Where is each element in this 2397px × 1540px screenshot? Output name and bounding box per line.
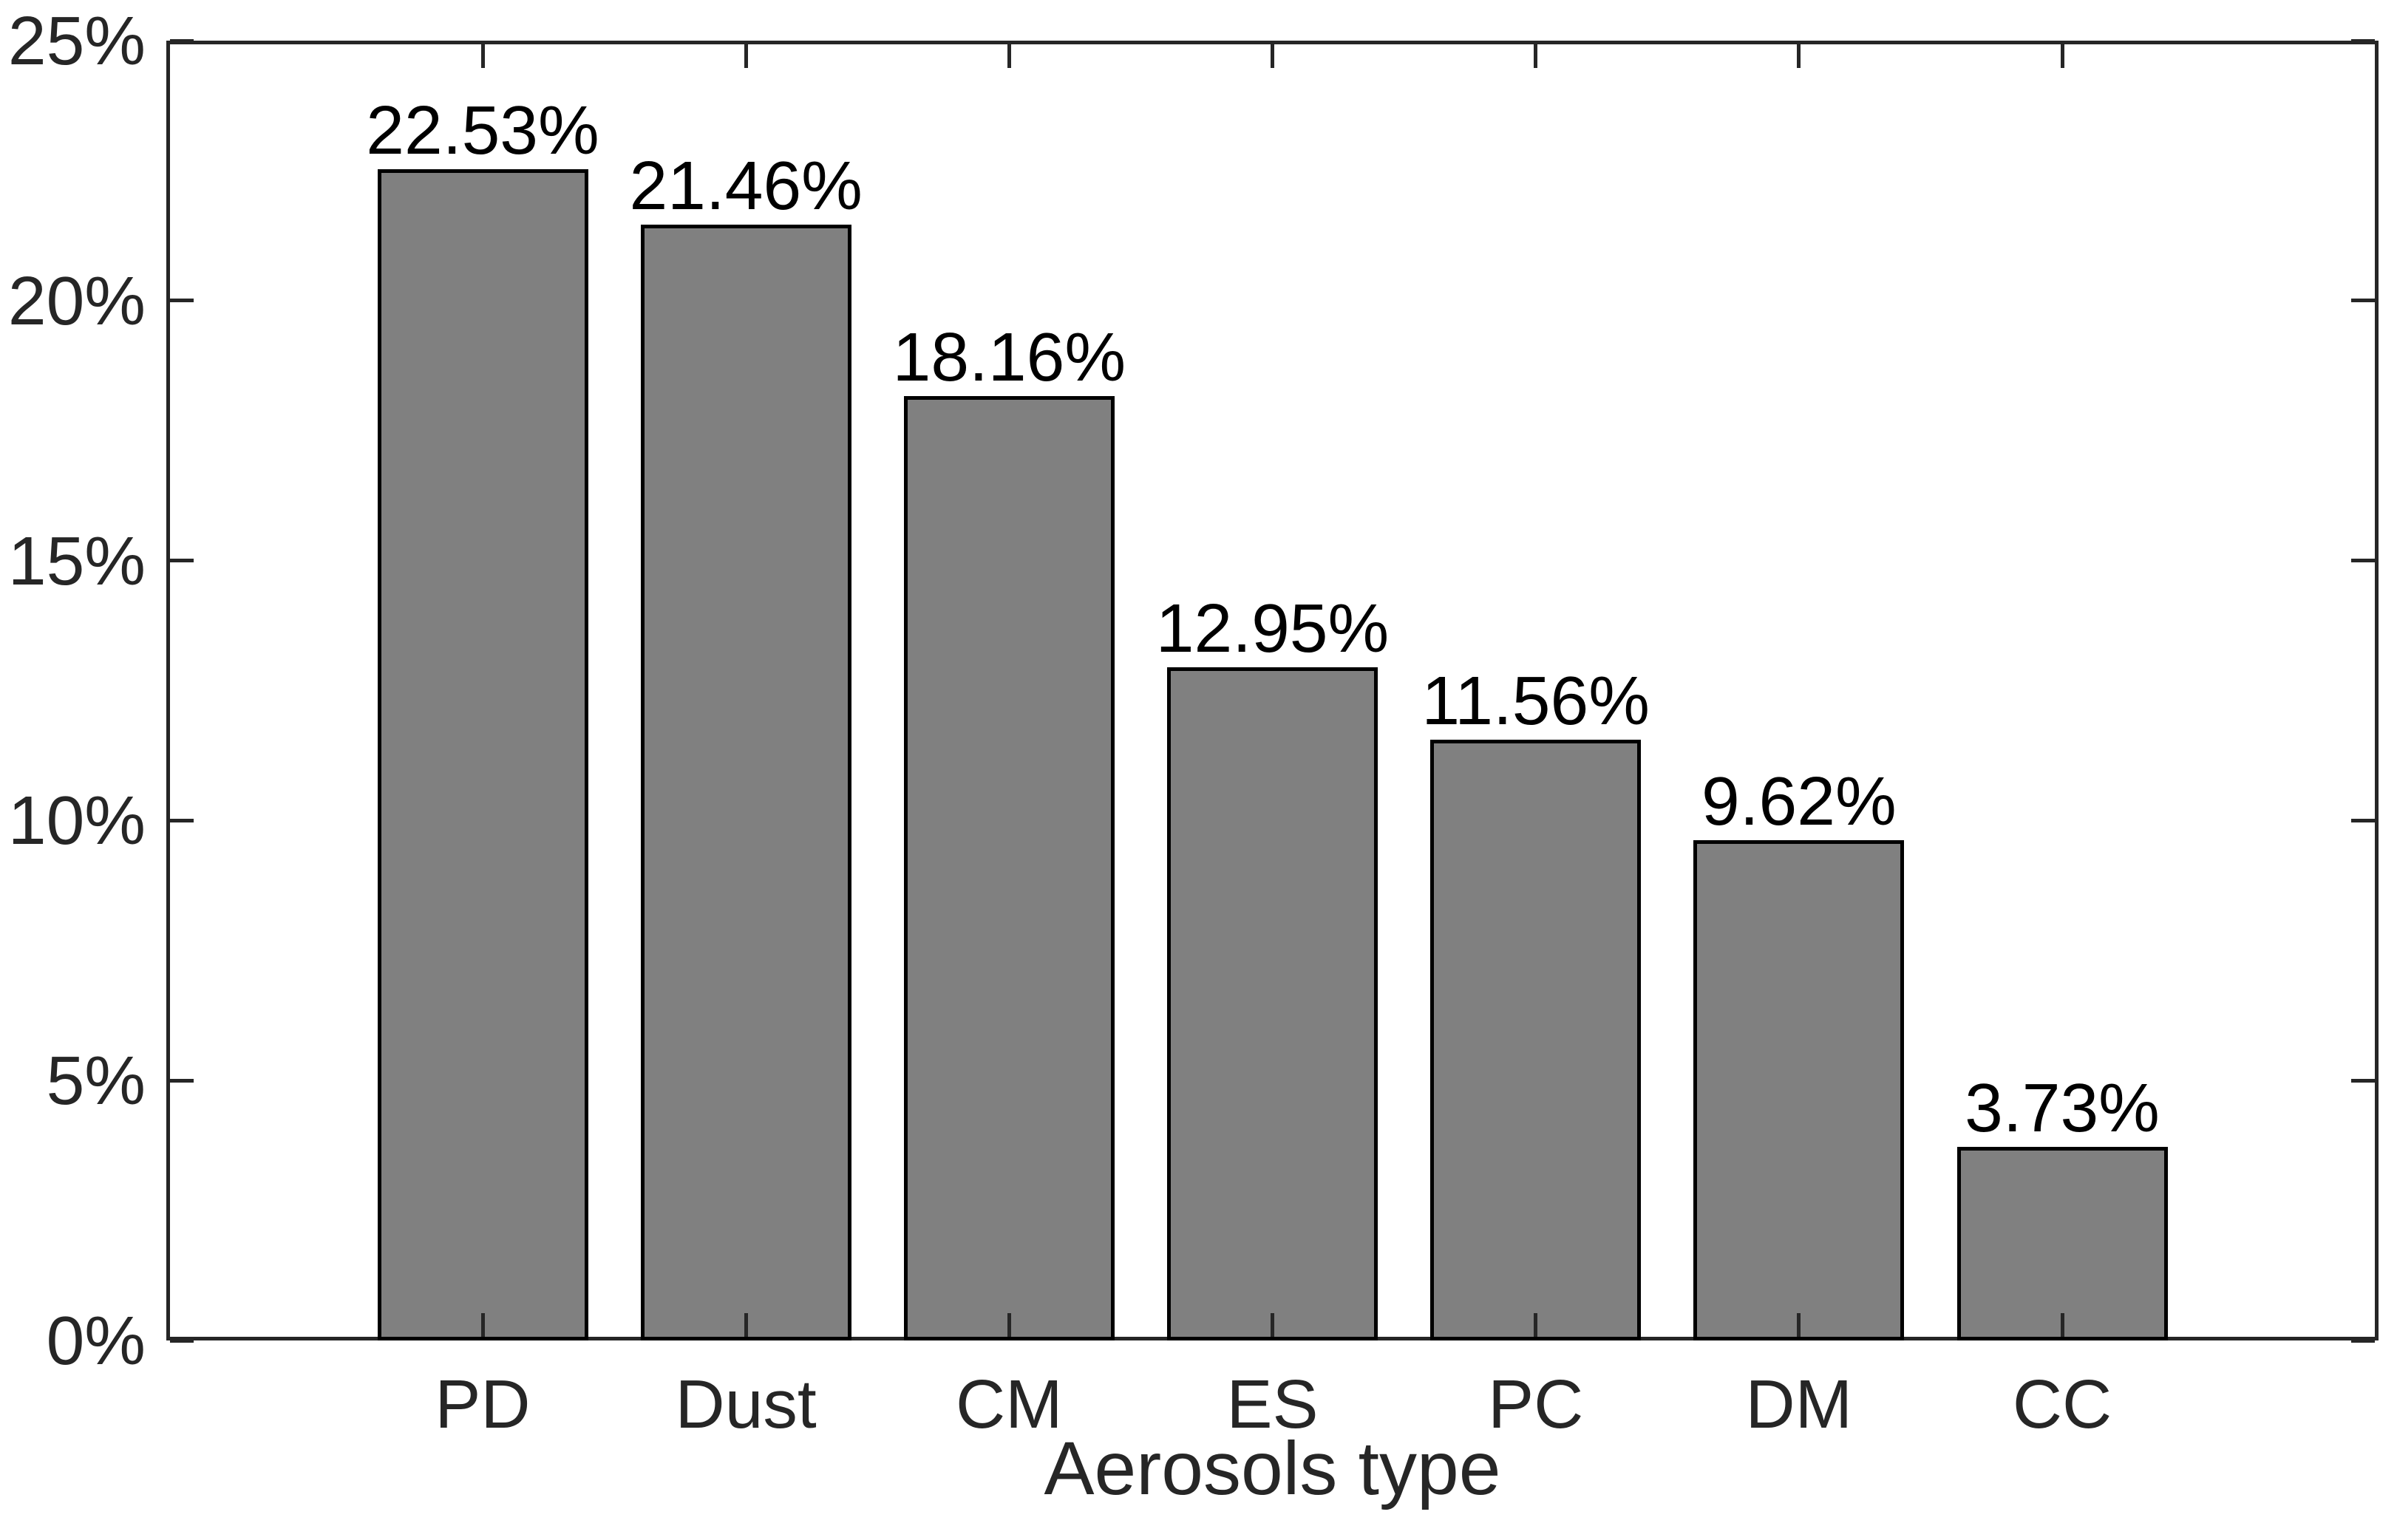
y-tick-mark-left: [170, 818, 194, 822]
y-tick-mark-left: [170, 38, 194, 43]
y-tick-mark-left: [170, 559, 194, 563]
x-tick-mark-top: [480, 44, 485, 68]
bar-value-label: 22.53%: [366, 91, 599, 168]
x-tick-label-dust: Dust: [675, 1366, 817, 1442]
x-tick-mark-bottom: [1271, 1313, 1274, 1337]
y-tick-mark-left: [170, 1338, 194, 1343]
y-tick-mark-right: [2351, 38, 2375, 43]
bar-value-label: 3.73%: [1965, 1069, 2160, 1146]
y-tick-label: 20%: [7, 262, 146, 339]
x-tick-mark-bottom: [1007, 1313, 1011, 1337]
y-tick-label: 10%: [7, 782, 146, 859]
y-tick-mark-right: [2351, 1338, 2375, 1343]
x-tick-mark-top: [1007, 44, 1011, 68]
y-tick-mark-right: [2351, 299, 2375, 303]
x-tick-mark-top: [1797, 44, 1801, 68]
bar-pd: [377, 168, 588, 1340]
y-tick-mark-left: [170, 299, 194, 303]
bar-pc: [1430, 739, 1642, 1340]
x-tick-mark-top: [744, 44, 748, 68]
x-tick-mark-bottom: [2060, 1313, 2064, 1337]
y-tick-label: 0%: [46, 1302, 146, 1379]
y-tick-label: 15%: [7, 522, 146, 599]
x-tick-label-dm: DM: [1745, 1366, 1853, 1442]
bar-value-label: 21.46%: [629, 147, 863, 225]
x-axis-title: Aerosols type: [1044, 1426, 1501, 1510]
x-tick-mark-bottom: [480, 1313, 485, 1337]
bar-value-label: 9.62%: [1701, 763, 1897, 840]
y-tick-mark-right: [2351, 818, 2375, 822]
x-tick-mark-top: [1271, 44, 1274, 68]
bar-value-label: 18.16%: [892, 318, 1126, 396]
x-tick-mark-bottom: [1797, 1313, 1801, 1337]
bar-value-label: 11.56%: [1421, 661, 1650, 739]
x-tick-mark-top: [1534, 44, 1538, 68]
x-tick-label-pc: PC: [1488, 1366, 1584, 1442]
bar-cm: [903, 396, 1115, 1340]
x-tick-mark-bottom: [744, 1313, 748, 1337]
y-tick-mark-left: [170, 1078, 194, 1083]
bar-cc: [1956, 1146, 2168, 1340]
y-tick-label: 25%: [7, 2, 146, 79]
y-tick-mark-right: [2351, 1078, 2375, 1083]
x-tick-label-cm: CM: [956, 1366, 1063, 1442]
x-tick-label-cc: CC: [2012, 1366, 2112, 1442]
x-tick-mark-top: [2060, 44, 2064, 68]
x-tick-label-es: ES: [1226, 1366, 1319, 1442]
bar-dust: [640, 225, 851, 1340]
bar-es: [1167, 667, 1378, 1340]
y-tick-mark-right: [2351, 559, 2375, 563]
bar-value-label: 12.95%: [1155, 589, 1390, 667]
x-tick-mark-bottom: [1534, 1313, 1538, 1337]
x-tick-label-pd: PD: [435, 1366, 531, 1442]
bar-dm: [1693, 840, 1905, 1340]
y-tick-label: 5%: [46, 1042, 146, 1120]
